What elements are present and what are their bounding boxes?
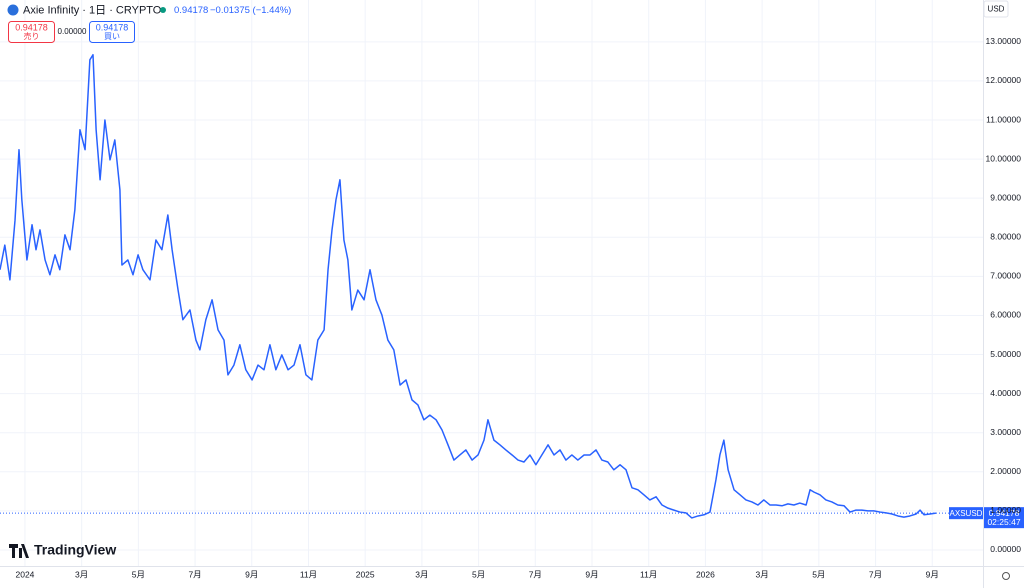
y-tick-label: 6.00000: [990, 310, 1021, 320]
currency: USD: [988, 5, 1005, 14]
x-tick-label: 11月: [300, 569, 317, 579]
logo-text: TradingView: [34, 542, 116, 558]
symbol-tag: [949, 507, 983, 520]
x-tick-label: 5月: [132, 569, 145, 579]
x-tick-label: 9月: [926, 569, 939, 579]
y-tick-label: 11.00000: [986, 114, 1021, 124]
x-tick-label: 5月: [812, 569, 825, 579]
x-tick-label: 3月: [415, 569, 428, 579]
price-line: [0, 53, 937, 519]
x-tick-label: 9月: [245, 569, 258, 579]
buy-price: 0.94178: [96, 22, 129, 32]
y-tick-label: 0.00000: [990, 544, 1021, 554]
x-tick-label: 2026: [696, 569, 715, 579]
logo-mark: [9, 544, 29, 558]
y-tick-label: 2.00000: [990, 466, 1021, 476]
x-tick-label: 2025: [356, 569, 375, 579]
y-tick-label: 7.00000: [990, 271, 1021, 281]
x-tick-label: 2024: [15, 569, 34, 579]
x-tick-label: 7月: [869, 569, 882, 579]
x-tick-label: 5月: [472, 569, 485, 579]
sell-button[interactable]: [8, 21, 55, 43]
sell-price: 0.94178: [15, 22, 48, 32]
y-tick-label: 3.00000: [990, 427, 1021, 437]
market-status: [160, 7, 166, 13]
y-tick-label: 10.00000: [986, 153, 1022, 163]
x-tick-label: 3月: [756, 569, 769, 579]
plot: [0, 53, 983, 519]
x-tick-label: 9月: [585, 569, 598, 579]
buy-button[interactable]: [89, 21, 135, 43]
symbol-tag-text: AXSUSD: [950, 509, 983, 518]
sell-label: 売り: [24, 31, 40, 41]
currency-button[interactable]: [983, 0, 1009, 18]
y-tick-label: 9.00000: [990, 192, 1021, 202]
y-tick-label: 4.00000: [990, 388, 1021, 398]
last-price: 0.94178: [174, 5, 208, 16]
x-tick-label: 7月: [188, 569, 201, 579]
price-tag: [984, 507, 1024, 529]
y-tick-label: 5.00000: [990, 349, 1021, 359]
x-tick-label: 7月: [529, 569, 542, 579]
symbol-icon: [7, 4, 19, 16]
price-tag-text: 0.94178: [989, 508, 1020, 518]
buy-label: 買い: [104, 32, 120, 41]
y-tick-label: 13.00000: [986, 36, 1022, 46]
x-tick-label: 3月: [75, 569, 88, 579]
y-tick-label: 1.00000: [990, 505, 1021, 515]
y-tick-label: 12.00000: [986, 75, 1022, 85]
y-tick-label: 8.00000: [990, 232, 1021, 242]
x-tick-label: 11月: [640, 569, 657, 579]
countdown-text: 02:25:47: [987, 517, 1020, 527]
settings-icon[interactable]: [1002, 572, 1010, 580]
price-change: −0.01375 (−1.44%): [210, 5, 291, 16]
symbol-title: Axie Infinity · 1日 · CRYPTO: [23, 4, 162, 16]
spread: 0.00000: [58, 27, 87, 36]
